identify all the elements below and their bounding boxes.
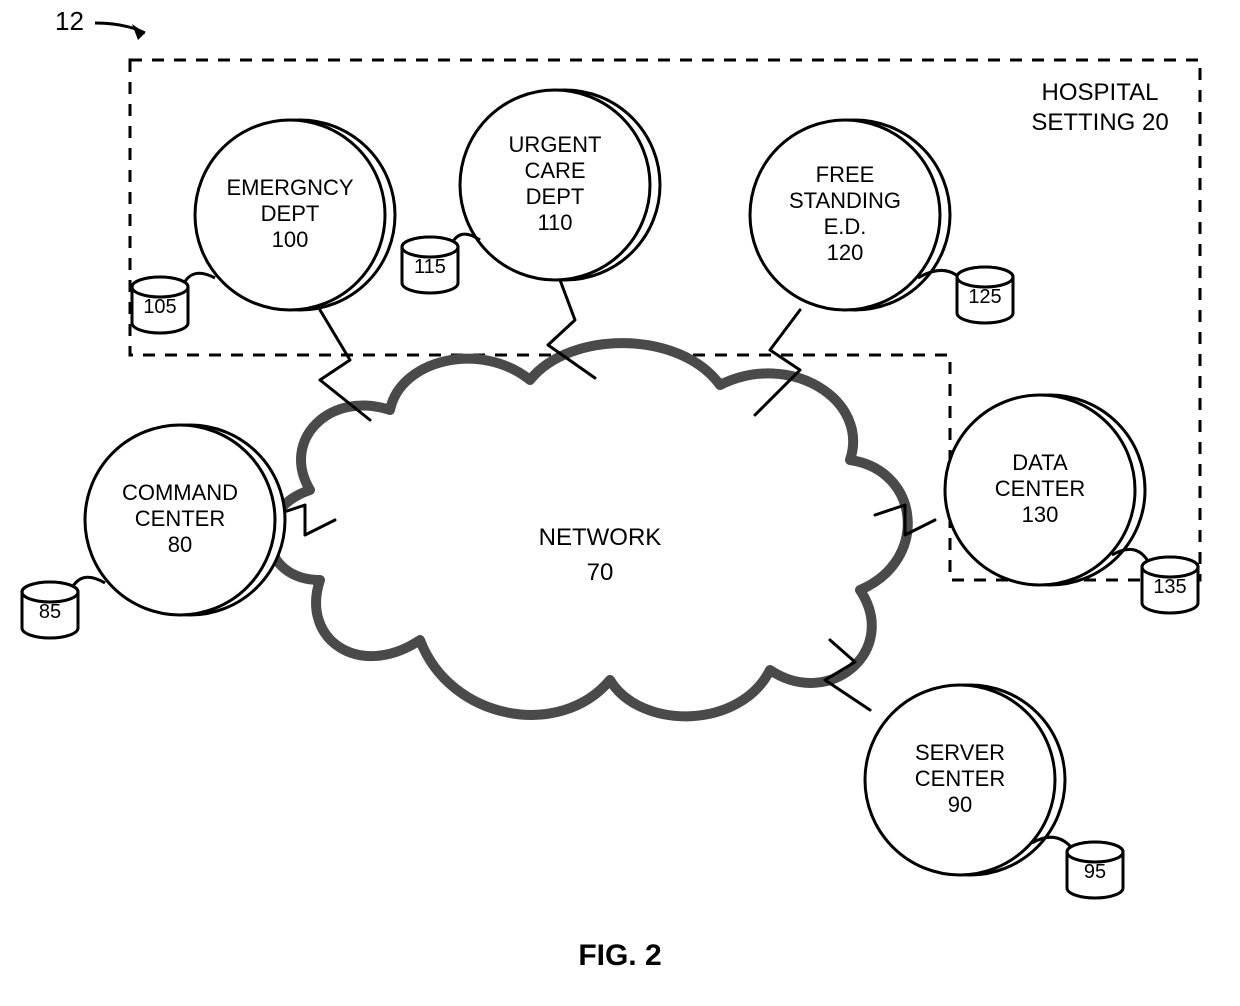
node-emergency: EMERGNCYDEPT100 (195, 120, 395, 310)
node-urgent-line-3: 110 (537, 210, 572, 235)
hospital-setting-label: HOSPITAL (1042, 79, 1159, 106)
node-free-line-0: FREE (816, 162, 875, 187)
node-emergency-line-0: EMERGNCY (226, 175, 353, 200)
node-command-line-0: COMMAND (122, 480, 238, 505)
node-command-line-1: CENTER (135, 506, 225, 531)
node-free-line-1: STANDING (789, 188, 901, 213)
node-emergency-line-1: DEPT (261, 201, 320, 226)
node-urgent-line-2: DEPT (526, 184, 585, 209)
db-free-label: 125 (968, 286, 1001, 308)
db-urgent-label: 115 (414, 256, 446, 278)
node-command-line-2: 80 (168, 532, 192, 557)
node-data-line-1: CENTER (995, 476, 1085, 501)
db-urgent: 115 (402, 234, 480, 293)
db-server: 95 (1032, 837, 1123, 898)
network-number: 70 (587, 559, 614, 586)
network-cloud: NETWORK 70 (270, 343, 908, 716)
node-free: FREESTANDINGE.D.120 (750, 120, 950, 310)
node-server: SERVERCENTER90 (865, 685, 1065, 875)
node-data-line-0: DATA (1012, 450, 1068, 475)
figure-caption: FIG. 2 (578, 939, 661, 972)
figure-ref-arrowhead (132, 24, 145, 40)
node-urgent: URGENTCAREDEPT110 (460, 90, 660, 280)
node-data-line-2: 130 (1022, 502, 1059, 527)
node-urgent-line-1: CARE (524, 158, 585, 183)
node-server-line-1: CENTER (915, 766, 1005, 791)
network-label: NETWORK (539, 524, 662, 551)
db-command-label: 85 (39, 601, 61, 623)
node-data: DATACENTER130 (945, 395, 1145, 585)
db-data: 135 (1112, 549, 1198, 613)
figure-ref-number: 12 (55, 6, 84, 36)
node-emergency-line-2: 100 (272, 227, 309, 252)
hospital-setting-label-2: SETTING 20 (1031, 109, 1168, 136)
db-free: 125 (918, 267, 1013, 323)
db-emergency: 105 (132, 273, 215, 333)
node-server-line-2: 90 (948, 792, 972, 817)
node-free-line-3: 120 (827, 240, 864, 265)
node-urgent-line-0: URGENT (509, 132, 602, 157)
node-command: COMMANDCENTER80 (85, 425, 285, 615)
node-free-line-2: E.D. (824, 214, 867, 239)
node-server-line-0: SERVER (915, 740, 1005, 765)
db-data-label: 135 (1153, 576, 1186, 598)
db-server-label: 95 (1084, 861, 1106, 883)
db-emergency-label: 105 (143, 296, 176, 318)
db-command: 85 (22, 577, 105, 638)
